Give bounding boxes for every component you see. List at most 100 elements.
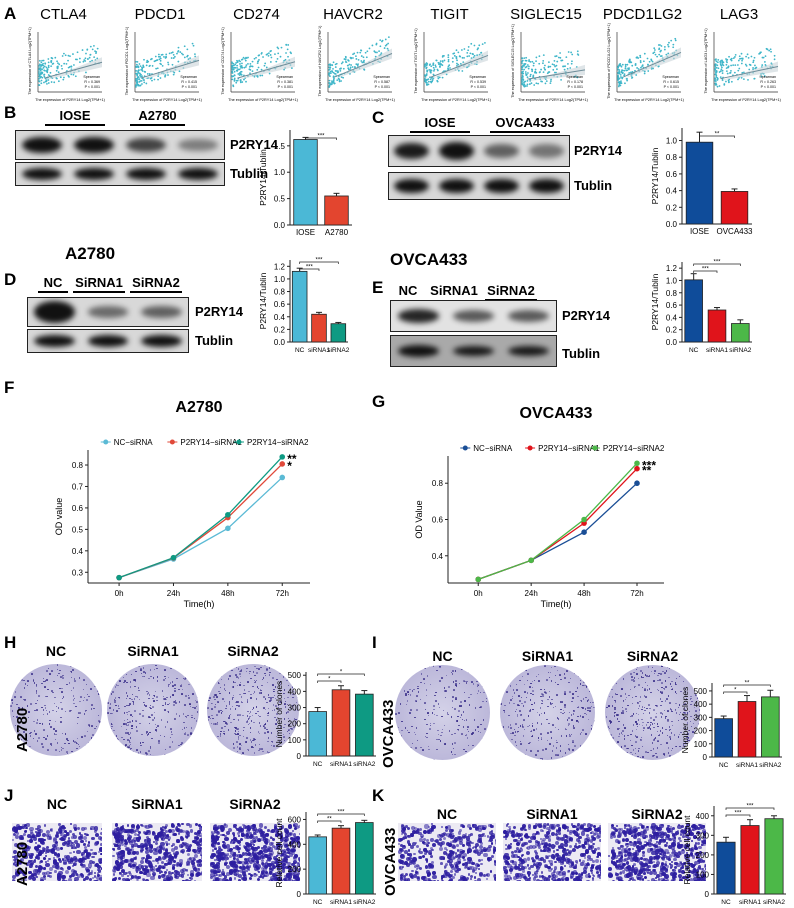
- cell-dot: [43, 729, 45, 731]
- scatter-point: [346, 67, 349, 70]
- cell-dot: [661, 692, 663, 694]
- cell-dot: [252, 671, 255, 673]
- cell-dot: [617, 675, 619, 678]
- y-tick-label: 0.6: [666, 170, 678, 179]
- cell-dot: [113, 873, 116, 876]
- scatter-point: [763, 61, 766, 63]
- cell-dot: [84, 735, 86, 737]
- cell-dot: [23, 679, 25, 682]
- scatter-point: [232, 62, 235, 65]
- cell-dot: [615, 750, 618, 752]
- scatter-point: [528, 61, 531, 63]
- scatter-point: [426, 70, 429, 73]
- cell-dot: [441, 715, 443, 718]
- western-blot-band: [390, 335, 557, 367]
- cell-dot: [248, 672, 251, 675]
- cell-dot: [222, 745, 224, 748]
- cell-dot: [153, 694, 155, 697]
- scatter-point: [762, 56, 765, 59]
- cell-dot: [520, 696, 523, 699]
- cell-dot: [240, 696, 243, 698]
- cell-dot: [251, 708, 254, 711]
- cell-dot: [246, 701, 249, 703]
- scatter-point: [425, 74, 428, 77]
- cell-dot: [187, 668, 189, 670]
- cell-dot: [36, 719, 39, 721]
- scatter-point: [451, 57, 454, 60]
- gene-title: HAVCR2: [323, 6, 383, 23]
- x-tick-label: NC: [295, 347, 305, 354]
- cell-dot: [663, 754, 666, 756]
- cell-dot: [128, 665, 130, 667]
- cell-dot: [220, 678, 223, 681]
- lane-label: IOSE: [45, 108, 105, 126]
- scatter-point: [721, 72, 723, 75]
- scatter-point: [534, 60, 537, 62]
- cell-dot: [411, 725, 413, 728]
- scatter-point: [378, 45, 381, 48]
- scatter-point: [242, 56, 245, 59]
- scatter-point: [532, 84, 535, 86]
- scatter-point: [575, 76, 578, 79]
- cell-dot: [433, 713, 436, 716]
- cell-dot: [184, 678, 186, 680]
- cell-dot: [192, 754, 195, 756]
- scatter-point: [740, 52, 742, 55]
- cell-dot: [577, 695, 579, 698]
- cell-dot: [511, 738, 513, 741]
- scatter-point: [553, 59, 555, 62]
- bar: [685, 141, 714, 225]
- bar-chart-i: 0 100 200 300 400 500 NC siRNA1 siRNA2 * ** Number …: [680, 681, 782, 769]
- cell-dot: [457, 729, 460, 731]
- cell-dot: [622, 712, 624, 714]
- significance-label: ***: [317, 134, 325, 140]
- cell-dot: [170, 731, 173, 733]
- scatter-point: [142, 58, 145, 61]
- cell-dot: [546, 739, 549, 742]
- cell-line-title: OVCA433: [390, 250, 468, 269]
- cell-dot: [173, 832, 178, 837]
- cell-dot: [667, 710, 669, 712]
- cell-dot: [615, 743, 617, 745]
- cell-dot: [189, 828, 194, 833]
- cell-dot: [454, 732, 456, 735]
- cell-dot: [622, 724, 624, 726]
- scatter-point: [362, 68, 365, 71]
- protein-band: [452, 345, 495, 357]
- cell-dot: [666, 734, 669, 737]
- y-tick-label: 0.0: [666, 220, 678, 229]
- scatter-point: [253, 75, 256, 78]
- cell-dot: [685, 757, 687, 760]
- cell-dot: [698, 723, 700, 725]
- cell-dot: [246, 737, 248, 739]
- cell-dot: [129, 686, 132, 688]
- cell-dot: [648, 675, 651, 677]
- cell-dot: [247, 749, 250, 752]
- cell-dot: [639, 700, 641, 703]
- cell-dot: [481, 672, 484, 674]
- scatter-point: [56, 60, 58, 63]
- scatter-point: [138, 74, 141, 77]
- x-tick-label: 72h: [630, 589, 643, 598]
- cell-dot: [581, 706, 583, 709]
- scatter-point: [716, 58, 719, 61]
- cell-dot: [653, 726, 655, 729]
- scatter-point: [247, 63, 249, 65]
- cell-dot: [631, 744, 633, 747]
- cell-dot: [157, 861, 160, 864]
- y-tick-label: 400: [288, 687, 302, 696]
- cell-dot: [188, 683, 190, 686]
- cell-dot: [403, 690, 406, 692]
- scatter-point: [387, 36, 390, 38]
- cell-dot: [126, 713, 129, 716]
- cell-dot: [62, 747, 64, 750]
- scatter-point: [238, 59, 241, 62]
- cell-dot: [36, 828, 40, 831]
- cell-dot: [530, 682, 532, 685]
- scatter-point: [466, 55, 469, 58]
- scatter-point: [241, 81, 244, 83]
- cell-dot: [23, 687, 26, 689]
- scatter-point: [631, 64, 634, 67]
- bar: [355, 693, 374, 757]
